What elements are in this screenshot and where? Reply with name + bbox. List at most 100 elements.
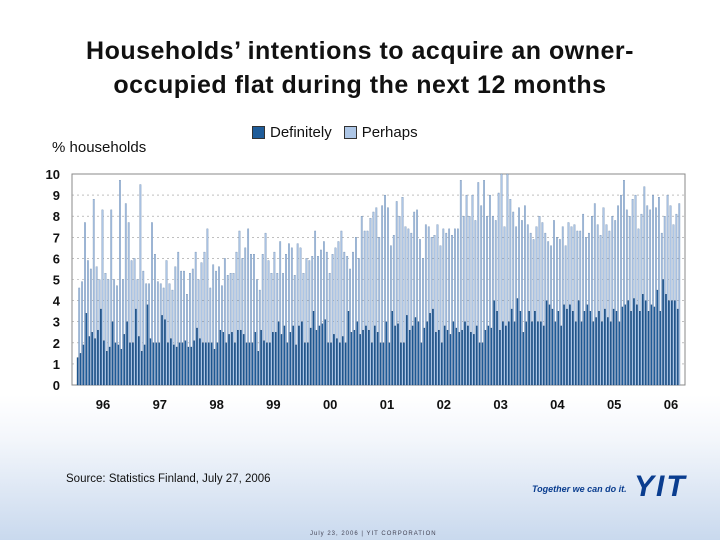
bar-definitely bbox=[429, 313, 432, 386]
bar-perhaps bbox=[666, 194, 669, 386]
bar-definitely bbox=[175, 346, 178, 386]
bar-definitely bbox=[458, 332, 461, 386]
bar-definitely bbox=[522, 332, 525, 386]
bar-definitely bbox=[627, 300, 630, 386]
x-tick-label: 96 bbox=[96, 397, 110, 412]
bar-definitely bbox=[344, 342, 347, 386]
bar-definitely bbox=[668, 300, 670, 386]
bar-definitely bbox=[76, 357, 79, 386]
bar-perhaps bbox=[576, 230, 579, 386]
bar-perhaps bbox=[340, 230, 343, 386]
bar-definitely bbox=[359, 334, 362, 386]
bar-perhaps bbox=[669, 205, 672, 386]
bar-definitely bbox=[499, 329, 501, 386]
bar-definitely bbox=[231, 332, 233, 386]
legend-swatch-definitely bbox=[252, 126, 265, 139]
bar-definitely bbox=[551, 308, 554, 386]
bar-perhaps bbox=[623, 180, 625, 386]
bar-definitely bbox=[315, 329, 318, 386]
bar-definitely bbox=[286, 342, 289, 386]
bar-perhaps bbox=[381, 205, 384, 386]
bar-perhaps bbox=[474, 220, 477, 386]
bar-definitely bbox=[164, 319, 166, 386]
bar-definitely bbox=[167, 342, 169, 386]
bar-perhaps bbox=[223, 258, 226, 386]
bar-perhaps bbox=[139, 184, 142, 386]
bar-definitely bbox=[365, 325, 367, 386]
bar-perhaps bbox=[113, 279, 116, 386]
bar-perhaps bbox=[130, 260, 133, 386]
bar-perhaps bbox=[124, 203, 127, 386]
bar-perhaps bbox=[372, 211, 375, 386]
bar-definitely bbox=[321, 323, 324, 386]
bar-definitely bbox=[219, 329, 222, 386]
slogan: Together we can do it. bbox=[532, 484, 627, 494]
bar-perhaps bbox=[299, 247, 302, 386]
bar-perhaps bbox=[582, 213, 585, 386]
bar-definitely bbox=[350, 332, 353, 386]
bar-perhaps bbox=[436, 224, 439, 386]
bar-definitely bbox=[172, 344, 175, 386]
legend-label-definitely: Definitely bbox=[270, 124, 332, 141]
bar-definitely bbox=[583, 310, 586, 386]
bar-perhaps bbox=[142, 270, 145, 386]
bar-perhaps bbox=[588, 232, 590, 386]
bar-perhaps bbox=[168, 283, 171, 386]
bar-perhaps bbox=[570, 226, 573, 386]
bar-definitely bbox=[196, 327, 199, 386]
bar-definitely bbox=[210, 342, 213, 386]
bar-perhaps bbox=[561, 226, 564, 386]
bar-definitely bbox=[339, 342, 341, 386]
title-line-1: Households’ intentions to acquire an own… bbox=[86, 37, 634, 65]
bar-perhaps bbox=[194, 251, 197, 386]
bar-definitely bbox=[607, 317, 609, 386]
bar-definitely bbox=[537, 321, 539, 386]
bar-perhaps bbox=[424, 224, 427, 386]
x-tick-label: 98 bbox=[209, 397, 223, 412]
bar-perhaps bbox=[404, 226, 407, 386]
bar-definitely bbox=[531, 321, 534, 386]
bar-definitely bbox=[636, 304, 638, 386]
bar-perhaps bbox=[145, 283, 148, 386]
bar-perhaps bbox=[366, 230, 369, 386]
bar-perhaps bbox=[212, 264, 215, 386]
bar-perhaps bbox=[620, 194, 622, 386]
bar-definitely bbox=[528, 310, 531, 386]
x-tick-label: 01 bbox=[380, 397, 394, 412]
footer-text: July 23, 2006 | YIT CORPORATION bbox=[310, 531, 437, 537]
bar-perhaps bbox=[244, 247, 247, 386]
bar-perhaps bbox=[521, 220, 523, 386]
bar-perhaps bbox=[605, 224, 608, 386]
bar-perhaps bbox=[343, 251, 346, 386]
bar-perhaps bbox=[392, 235, 395, 386]
bar-definitely bbox=[228, 334, 231, 386]
bar-definitely bbox=[569, 304, 571, 386]
bar-perhaps bbox=[655, 207, 657, 386]
bar-perhaps bbox=[526, 224, 529, 386]
bar-perhaps bbox=[442, 228, 445, 386]
x-tick-label: 06 bbox=[664, 397, 678, 412]
bar-perhaps bbox=[165, 260, 168, 386]
bar-definitely bbox=[557, 310, 560, 386]
bar-definitely bbox=[612, 308, 615, 386]
bar-perhaps bbox=[177, 251, 180, 386]
bar-perhaps bbox=[643, 186, 646, 386]
bar-perhaps bbox=[84, 222, 86, 386]
bar-perhaps bbox=[500, 173, 503, 386]
bar-definitely bbox=[170, 338, 172, 386]
bar-definitely bbox=[155, 342, 158, 386]
bar-perhaps bbox=[136, 279, 139, 386]
bar-perhaps bbox=[162, 287, 165, 386]
bar-perhaps bbox=[209, 287, 212, 386]
bar-definitely bbox=[85, 313, 88, 386]
bar-definitely bbox=[120, 348, 123, 386]
bar-perhaps bbox=[191, 268, 194, 386]
bar-perhaps bbox=[346, 256, 349, 386]
bar-definitely bbox=[379, 342, 382, 386]
bar-perhaps bbox=[320, 249, 322, 386]
bar-definitely bbox=[213, 348, 216, 386]
bar-perhaps bbox=[468, 216, 471, 386]
bar-perhaps bbox=[497, 192, 500, 386]
bar-definitely bbox=[149, 338, 152, 386]
bar-perhaps bbox=[302, 273, 305, 386]
